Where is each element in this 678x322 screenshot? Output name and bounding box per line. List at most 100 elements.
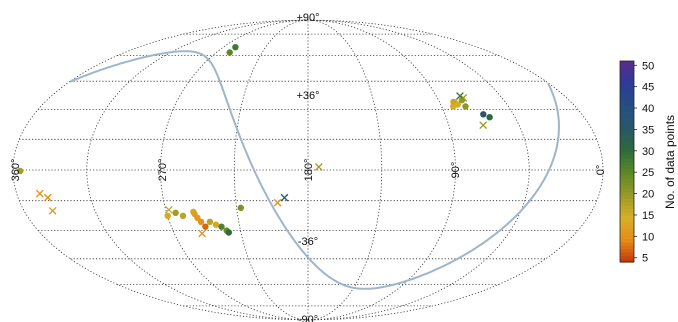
data-point-circle xyxy=(237,204,244,211)
colorbar-frame xyxy=(619,60,635,263)
colorbar-segment xyxy=(620,151,634,156)
colorbar-segment xyxy=(620,134,634,139)
colorbar-segment xyxy=(620,171,634,176)
colorbar-segment xyxy=(620,164,634,169)
colorbar-segment xyxy=(620,64,634,69)
colorbar-segment xyxy=(620,114,634,119)
colorbar-segment xyxy=(620,215,634,220)
colorbar: 5 10 15 20 25 30 35 40 45 50 No. of data points xyxy=(619,60,677,265)
colorbar-segment xyxy=(620,67,634,72)
data-point-cross xyxy=(43,193,52,202)
colorbar-tick-label: 35 xyxy=(642,124,654,136)
colorbar-segment xyxy=(620,208,634,213)
colorbar-segment xyxy=(620,61,634,65)
data-point-circle xyxy=(179,212,187,219)
data-point-circle xyxy=(462,103,469,110)
colorbar-segment xyxy=(620,245,634,250)
x-tick-label: 270° xyxy=(157,159,169,182)
colorbar-segment xyxy=(620,201,634,206)
x-tick-label: 360° xyxy=(10,159,22,182)
colorbar-segment xyxy=(620,188,634,193)
data-point-circle xyxy=(225,229,232,236)
colorbar-segment xyxy=(620,81,634,86)
colorbar-segment xyxy=(620,218,634,223)
colorbar-gradient xyxy=(620,61,634,263)
data-point-circle xyxy=(454,101,461,108)
colorbar-tick-label: 40 xyxy=(642,103,654,115)
data-point-cross xyxy=(48,206,57,215)
meridian-line xyxy=(307,19,530,321)
colorbar-tick-label: 10 xyxy=(642,231,654,243)
data-point-circle xyxy=(164,212,171,219)
colorbar-segment xyxy=(620,181,634,186)
data-point-cross xyxy=(459,94,468,102)
colorbar-segment xyxy=(620,121,634,126)
data-point-circle xyxy=(486,114,493,121)
colorbar-segment xyxy=(620,168,634,173)
colorbar-segment xyxy=(620,101,634,106)
colorbar-tick-label: 20 xyxy=(642,189,654,201)
colorbar-segment xyxy=(620,195,634,199)
colorbar-tick-label: 25 xyxy=(642,167,654,179)
data-point-circle xyxy=(197,218,205,225)
axis-tick-labels: 360° 270° 180° 90° 0° +90° +36° -36° -90… xyxy=(10,12,607,322)
colorbar-segment xyxy=(620,251,634,256)
meridian-line xyxy=(307,19,383,321)
colorbar-tick-label: 15 xyxy=(642,210,654,222)
galactic-plane-curve xyxy=(69,50,561,290)
data-point-cross xyxy=(280,193,289,202)
colorbar-segment xyxy=(620,107,634,112)
data-point-cross xyxy=(198,229,206,238)
colorbar-segment xyxy=(620,104,634,109)
colorbar-segment xyxy=(620,184,634,189)
colorbar-segment xyxy=(620,235,634,240)
colorbar-segment xyxy=(620,148,634,153)
colorbar-segment xyxy=(620,161,634,166)
data-markers xyxy=(17,44,493,238)
colorbar-segment xyxy=(620,198,634,203)
x-tick-label: 0° xyxy=(595,165,607,176)
colorbar-segment xyxy=(620,124,634,129)
colorbar-segment xyxy=(620,117,634,122)
x-tick-label: 180° xyxy=(303,159,315,182)
data-point-cross xyxy=(479,121,488,130)
y-tick-label: -36° xyxy=(298,236,318,248)
colorbar-segment xyxy=(620,158,634,163)
colorbar-segment xyxy=(620,144,634,149)
colorbar-segment xyxy=(620,87,634,92)
colorbar-segment xyxy=(620,228,634,233)
colorbar-segment xyxy=(620,178,634,183)
data-point-cross xyxy=(35,189,44,198)
colorbar-segment xyxy=(620,94,634,99)
colorbar-segment xyxy=(620,97,634,102)
colorbar-segment xyxy=(620,111,634,116)
data-point-circle xyxy=(17,167,24,175)
colorbar-segment xyxy=(620,255,634,260)
colorbar-segment xyxy=(620,221,634,226)
data-point-circle xyxy=(218,223,225,230)
data-point-cross xyxy=(164,205,173,214)
colorbar-segment xyxy=(620,91,634,96)
data-point-circle xyxy=(202,223,209,230)
meridian-line xyxy=(233,19,309,321)
colorbar-segment xyxy=(620,74,634,79)
data-point-circle xyxy=(480,111,487,118)
data-point-circle xyxy=(232,44,239,51)
data-point-circle xyxy=(206,218,214,225)
colorbar-segment xyxy=(620,258,634,263)
colorbar-segment xyxy=(620,241,634,246)
y-tick-label: +90° xyxy=(296,12,319,24)
y-tick-label: -90° xyxy=(298,314,318,322)
data-point-cross xyxy=(314,163,323,171)
y-tick-label: +36° xyxy=(296,90,319,102)
colorbar-tick-label: 5 xyxy=(642,253,648,265)
colorbar-tick-label: 30 xyxy=(642,146,654,158)
colorbar-segment xyxy=(620,205,634,209)
colorbar-segment xyxy=(620,131,634,136)
colorbar-segment xyxy=(620,84,634,89)
data-point-circle xyxy=(212,221,220,228)
colorbar-segment xyxy=(620,191,634,196)
data-point-circle xyxy=(172,209,179,216)
colorbar-segment xyxy=(620,238,634,243)
